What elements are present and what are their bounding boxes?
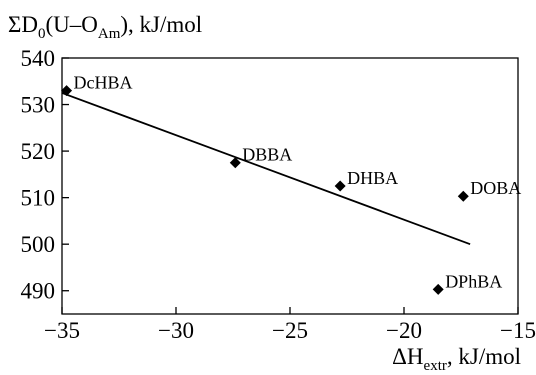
data-point	[432, 283, 444, 295]
y-title-end: ), kJ/mol	[120, 12, 202, 37]
x-title-sub: extr	[424, 358, 447, 374]
x-tick-label: −30	[158, 318, 194, 343]
plot-area: −35 −30 −25 −20 −15 490 500 510 520 530 540 DcHBA DB…	[21, 46, 536, 343]
y-tick-label: 500	[21, 232, 56, 257]
data-point-label: DcHBA	[74, 73, 133, 93]
y-title-main: ΣD	[8, 12, 38, 37]
y-title-sub0: 0	[38, 26, 46, 42]
data-point-label: DHBA	[347, 168, 398, 188]
y-title-sub1: Am	[98, 26, 121, 42]
data-point-label: DPhBA	[445, 271, 502, 291]
x-tick-label: −20	[386, 318, 422, 343]
data-point	[334, 180, 346, 192]
fit-line	[61, 92, 471, 246]
y-title-mid: (U–O	[46, 12, 98, 37]
data-point	[229, 157, 241, 169]
x-tick-label: −35	[44, 318, 80, 343]
y-tick-label: 520	[21, 139, 56, 164]
x-tick-label: −15	[500, 318, 536, 343]
y-axis-title: ΣD0(U–OAm), kJ/mol	[8, 12, 202, 42]
data-point-label: DOBA	[470, 178, 521, 198]
y-tick-label: 510	[21, 186, 56, 211]
x-title-main: ΔH	[392, 344, 423, 369]
x-axis-title: ΔHextr, kJ/mol	[392, 344, 521, 374]
y-tick-label: 490	[21, 279, 56, 304]
x-tick-label: −25	[272, 318, 308, 343]
data-point	[457, 190, 469, 202]
y-tick-label: 540	[21, 46, 56, 71]
data-point-label: DBBA	[242, 145, 292, 165]
y-tick-label: 530	[21, 93, 56, 118]
x-title-end: , kJ/mol	[447, 344, 521, 369]
data-point	[61, 85, 73, 97]
